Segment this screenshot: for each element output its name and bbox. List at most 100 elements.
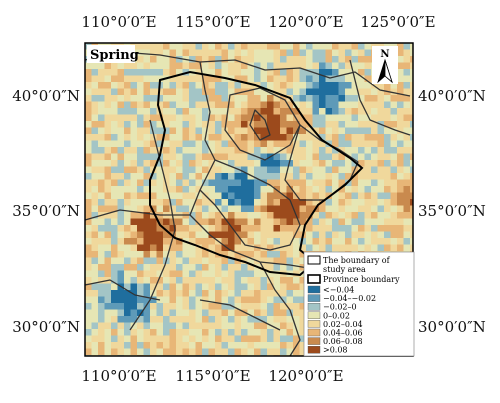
raster-cell [143, 270, 150, 277]
raster-cell [403, 108, 410, 115]
raster-cell [215, 212, 222, 219]
raster-cell [332, 88, 339, 95]
raster-cell [410, 166, 413, 173]
raster-cell [221, 225, 228, 232]
raster-cell [143, 179, 150, 186]
raster-cell [202, 108, 209, 115]
raster-cell [403, 179, 410, 186]
raster-cell [91, 127, 98, 134]
raster-cell [130, 335, 137, 342]
raster-cell [319, 88, 326, 95]
raster-cell [286, 329, 293, 336]
raster-cell [182, 192, 189, 199]
raster-cell [280, 179, 287, 186]
raster-cell [176, 283, 183, 290]
legend-class-label-7: >0.08 [323, 346, 348, 355]
raster-cell [143, 62, 150, 69]
raster-cell [332, 166, 339, 173]
raster-cell [215, 166, 222, 173]
raster-cell [286, 69, 293, 76]
raster-cell [91, 277, 98, 284]
raster-cell [208, 69, 215, 76]
raster-cell [397, 56, 404, 63]
raster-cell [299, 199, 306, 206]
raster-cell [273, 62, 280, 69]
raster-cell [299, 329, 306, 336]
raster-cell [293, 264, 300, 271]
raster-cell [163, 322, 170, 329]
raster-cell [377, 153, 384, 160]
raster-cell [280, 251, 287, 258]
raster-cell [124, 75, 131, 82]
raster-cell [156, 218, 163, 225]
raster-cell [98, 296, 105, 303]
raster-cell [364, 101, 371, 108]
raster-cell [410, 62, 413, 69]
raster-cell [247, 108, 254, 115]
raster-cell [345, 199, 352, 206]
raster-cell [371, 121, 378, 128]
raster-cell [98, 218, 105, 225]
raster-cell [410, 199, 413, 206]
raster-cell [163, 101, 170, 108]
raster-cell [286, 277, 293, 284]
raster-cell [397, 179, 404, 186]
raster-cell [111, 134, 118, 141]
raster-cell [234, 322, 241, 329]
raster-cell [195, 218, 202, 225]
raster-cell [221, 114, 228, 121]
raster-cell [397, 147, 404, 154]
raster-cell [163, 283, 170, 290]
raster-cell [364, 199, 371, 206]
raster-cell [208, 283, 215, 290]
raster-cell [254, 225, 261, 232]
raster-cell [377, 95, 384, 102]
raster-cell [267, 49, 274, 56]
raster-cell [338, 56, 345, 63]
raster-cell [351, 153, 358, 160]
raster-cell [169, 283, 176, 290]
raster-cell [163, 121, 170, 128]
raster-cell [312, 69, 319, 76]
raster-cell [189, 316, 196, 323]
raster-cell [371, 244, 378, 251]
raster-cell [280, 316, 287, 323]
raster-cell [364, 140, 371, 147]
raster-cell [176, 264, 183, 271]
raster-cell [332, 244, 339, 251]
raster-cell [104, 238, 111, 245]
raster-cell [247, 290, 254, 297]
raster-cell [221, 179, 228, 186]
raster-cell [85, 348, 92, 355]
raster-cell [143, 277, 150, 284]
raster-cell [254, 101, 261, 108]
raster-cell [189, 348, 196, 355]
raster-cell [371, 192, 378, 199]
raster-cell [306, 205, 313, 212]
raster-cell [111, 257, 118, 264]
raster-cell [397, 75, 404, 82]
raster-cell [319, 212, 326, 219]
raster-cell [241, 160, 248, 167]
raster-cell [117, 88, 124, 95]
raster-cell [221, 218, 228, 225]
raster-cell [176, 101, 183, 108]
raster-cell [306, 95, 313, 102]
raster-cell [345, 127, 352, 134]
raster-cell [358, 114, 365, 121]
raster-cell [338, 192, 345, 199]
raster-cell [182, 335, 189, 342]
raster-cell [234, 108, 241, 115]
raster-cell [182, 62, 189, 69]
raster-cell [332, 186, 339, 193]
raster-cell [241, 225, 248, 232]
raster-cell [280, 283, 287, 290]
raster-cell [215, 186, 222, 193]
raster-cell [202, 309, 209, 316]
raster-cell [104, 82, 111, 89]
raster-cell [150, 257, 157, 264]
raster-cell [260, 134, 267, 141]
raster-cell [390, 173, 397, 180]
raster-cell [215, 192, 222, 199]
raster-cell [228, 329, 235, 336]
